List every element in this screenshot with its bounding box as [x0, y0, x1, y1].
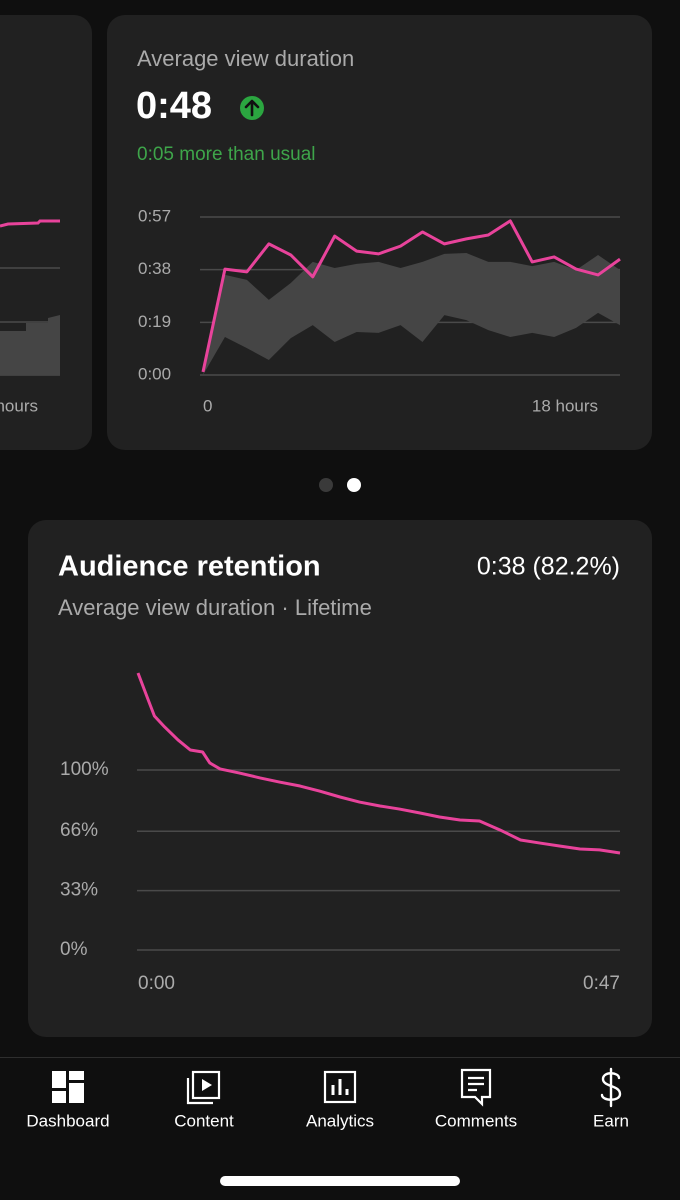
nav-label: Dashboard	[26, 1111, 109, 1130]
y-tick-label: 0:57	[138, 206, 171, 225]
page-dot-active[interactable]	[347, 478, 361, 492]
x-tick-label: 18 hours	[532, 396, 598, 415]
nav-label: Analytics	[306, 1111, 374, 1130]
nav-labels: Dashboard Content Analytics Comments Earn	[26, 1111, 629, 1130]
retention-chart: 0% 33% 66% 100% 0:00 0:47	[60, 672, 621, 994]
card-title: Audience retention	[58, 551, 321, 583]
nav-label: Content	[174, 1111, 234, 1130]
up-icon	[240, 96, 264, 120]
y-tick-label: 66%	[60, 820, 98, 841]
y-tick-label: 33%	[60, 880, 98, 901]
range-area	[203, 253, 620, 375]
home-indicator	[220, 1176, 460, 1186]
retention-card[interactable]	[28, 520, 652, 1037]
retention-summary: 0:38 (82.2%)	[477, 553, 620, 581]
nav-icon-analytics[interactable]	[323, 1070, 357, 1104]
y-tick-label: 0%	[60, 939, 88, 960]
duration-chart: 0:00 0:19 0:38 0:57 0 18 hours	[138, 206, 621, 415]
nav-label: Earn	[593, 1111, 629, 1130]
left-card[interactable]: hours	[0, 15, 92, 450]
nav-icon-content[interactable]	[186, 1070, 221, 1105]
x-tick-label: 0:00	[138, 973, 175, 994]
x-tick-label: 0	[203, 396, 212, 415]
y-tick-label: 100%	[60, 759, 109, 780]
line	[0, 219, 60, 228]
card-subtitle: Average view duration · Lifetime	[58, 595, 372, 620]
x-tick-label: hours	[0, 396, 38, 415]
y-tick-label: 0:19	[138, 312, 171, 331]
duration-card[interactable]	[107, 15, 652, 450]
duration-value: 0:48	[136, 85, 212, 127]
page-dot[interactable]	[319, 478, 333, 492]
line	[136, 672, 621, 855]
line	[201, 219, 621, 373]
y-tick-label: 0:00	[138, 364, 171, 383]
y-tick-label: 0:38	[138, 259, 171, 278]
card-title: Average view duration	[137, 46, 354, 71]
nav-icon-dashboard[interactable]	[52, 1071, 84, 1103]
nav-label: Comments	[435, 1111, 517, 1130]
range-area	[0, 315, 60, 375]
nav-icon-comments[interactable]	[460, 1068, 492, 1107]
change-text: 0:05 more than usual	[137, 144, 316, 165]
x-tick-label: 0:47	[583, 973, 620, 994]
card-bg	[0, 15, 92, 450]
nav-icon-earn[interactable]	[600, 1067, 622, 1108]
